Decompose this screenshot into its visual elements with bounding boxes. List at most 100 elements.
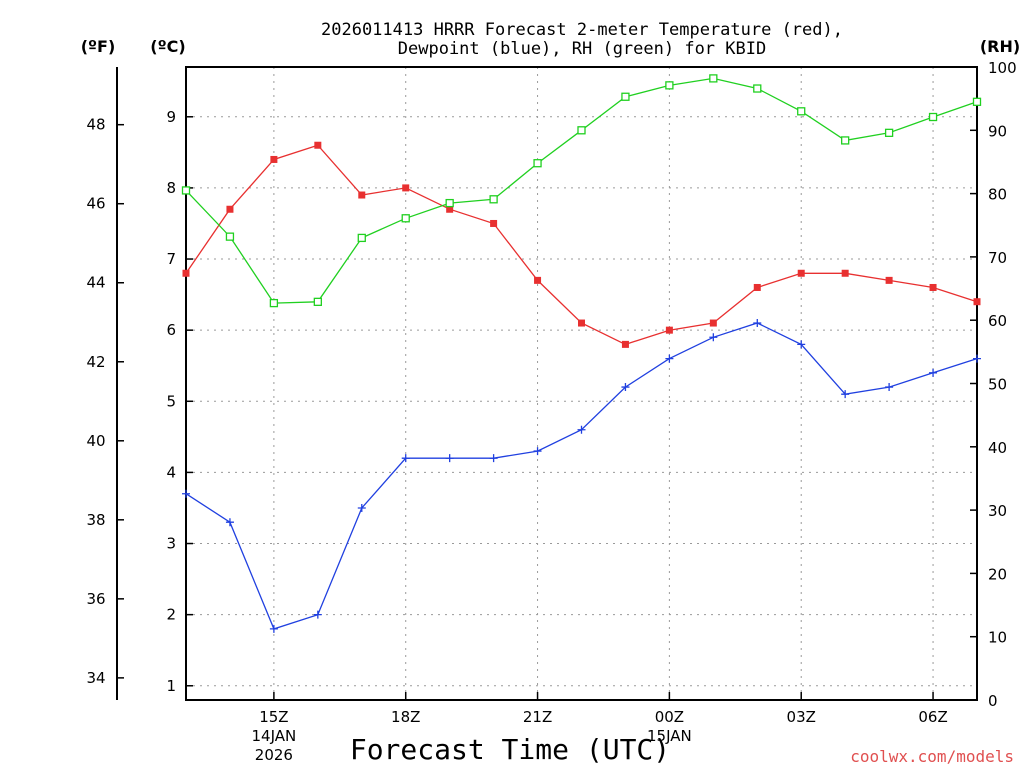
rh-tick-label: 10 — [988, 629, 1007, 647]
dewpoint-point — [709, 333, 718, 342]
x-tick-year-label: 2026 — [255, 746, 293, 764]
x-tick-label: 18Z — [391, 708, 420, 726]
x-tick-date-label: 15JAN — [647, 727, 692, 745]
temperature-point — [753, 283, 761, 291]
rh-tick-label: 80 — [988, 186, 1007, 204]
rh-tick-label: 0 — [988, 692, 998, 710]
rh-point — [269, 298, 279, 308]
dewpoint-point — [797, 340, 806, 349]
celsius-tick-label: 7 — [166, 250, 176, 268]
data-series — [181, 74, 982, 633]
fahrenheit-tick-label: 34 — [86, 669, 105, 687]
rh-point — [884, 128, 894, 137]
rh-point — [621, 92, 630, 101]
rh-tick-label: 20 — [988, 565, 1007, 583]
dewpoint-point — [929, 368, 938, 377]
dewpoint-point — [577, 425, 586, 434]
rh-point — [225, 232, 235, 241]
chart-title-line2: Dewpoint (blue), RH (green) for KBID — [398, 39, 766, 59]
rh-tick-label: 90 — [988, 122, 1007, 140]
rh-point — [753, 84, 762, 93]
grid-lines — [186, 67, 977, 700]
celsius-tick-label: 8 — [166, 179, 176, 197]
rh-point — [928, 112, 938, 122]
dewpoint-point — [489, 454, 498, 463]
rh-tick-label: 100 — [988, 59, 1017, 77]
x-tick-label: 03Z — [787, 708, 816, 726]
rh-point — [797, 107, 806, 116]
temperature-point — [182, 269, 190, 277]
rh-point — [841, 136, 850, 145]
celsius-tick-label: 6 — [166, 321, 176, 339]
celsius-tick-label: 1 — [166, 677, 176, 695]
temperature-point — [665, 326, 673, 334]
fahrenheit-tick-label: 36 — [86, 590, 105, 608]
temperature-point — [358, 191, 366, 199]
temperature-point — [534, 276, 542, 284]
temperature-point — [709, 319, 717, 327]
dewpoint-point — [973, 354, 981, 363]
plot-frame — [185, 66, 978, 701]
rh-tick-label: 60 — [988, 312, 1007, 330]
temperature-point — [929, 283, 937, 291]
fahrenheit-unit-label: (ºF) — [81, 37, 116, 56]
dewpoint-line — [185, 322, 978, 630]
fahrenheit-tick-label: 42 — [86, 353, 105, 371]
credit-text: coolwx.com/models — [850, 747, 1014, 766]
x-tick-label: 15Z — [259, 708, 288, 726]
rh-point — [972, 97, 982, 106]
x-tick-label: 06Z — [918, 708, 947, 726]
rh-point — [489, 195, 498, 204]
rh-point — [313, 297, 322, 306]
dewpoint-point — [841, 390, 850, 399]
rh-point — [665, 81, 674, 90]
dewpoint-point — [753, 319, 762, 328]
fahrenheit-tick-label: 46 — [86, 195, 105, 213]
dewpoint-point — [182, 489, 190, 498]
dewpoint-point — [269, 624, 278, 633]
chart-title-line1: 2026011413 HRRR Forecast 2-meter Tempera… — [321, 20, 843, 40]
rh-point — [709, 74, 718, 83]
x-tick-date-label: 14JAN — [252, 727, 297, 745]
celsius-unit-label: (ºC) — [150, 37, 185, 56]
temperature-point — [885, 276, 893, 284]
temperature-line — [185, 144, 978, 346]
celsius-tick-label: 2 — [166, 606, 176, 624]
fahrenheit-tick-label: 44 — [86, 274, 105, 292]
fahrenheit-tick-label: 40 — [86, 432, 105, 450]
celsius-tick-label: 3 — [166, 535, 176, 553]
dewpoint-point — [401, 454, 410, 463]
temperature-point — [621, 340, 629, 348]
dewpoint-point — [885, 383, 894, 392]
temperature-point — [226, 205, 234, 213]
temperature-point — [578, 319, 585, 327]
rh-point — [357, 233, 366, 243]
rh-point — [445, 198, 454, 208]
temperature-point — [841, 269, 849, 277]
celsius-tick-label: 5 — [166, 392, 176, 410]
rh-point — [181, 186, 191, 195]
dewpoint-point — [621, 383, 630, 392]
dewpoint-point — [357, 503, 366, 512]
temperature-point — [797, 269, 805, 277]
celsius-tick-label: 4 — [166, 463, 176, 481]
dewpoint-point — [313, 610, 322, 619]
fahrenheit-tick-label: 38 — [86, 511, 105, 529]
temperature-point — [973, 298, 981, 306]
rh-point — [577, 126, 586, 135]
x-axis-label: Forecast Time (UTC) — [350, 733, 670, 766]
dewpoint-point — [225, 518, 234, 527]
rh-tick-label: 70 — [988, 249, 1007, 267]
temperature-point — [270, 155, 278, 163]
rh-unit-label: (RH) — [980, 37, 1020, 56]
temperature-point — [490, 219, 498, 227]
rh-line — [185, 77, 978, 304]
rh-tick-label: 40 — [988, 439, 1007, 457]
temperature-point — [402, 184, 410, 192]
rh-point — [533, 159, 542, 168]
x-tick-label: 21Z — [523, 708, 552, 726]
temperature-point — [446, 205, 454, 213]
dewpoint-point — [665, 354, 674, 363]
rh-point — [401, 214, 410, 223]
